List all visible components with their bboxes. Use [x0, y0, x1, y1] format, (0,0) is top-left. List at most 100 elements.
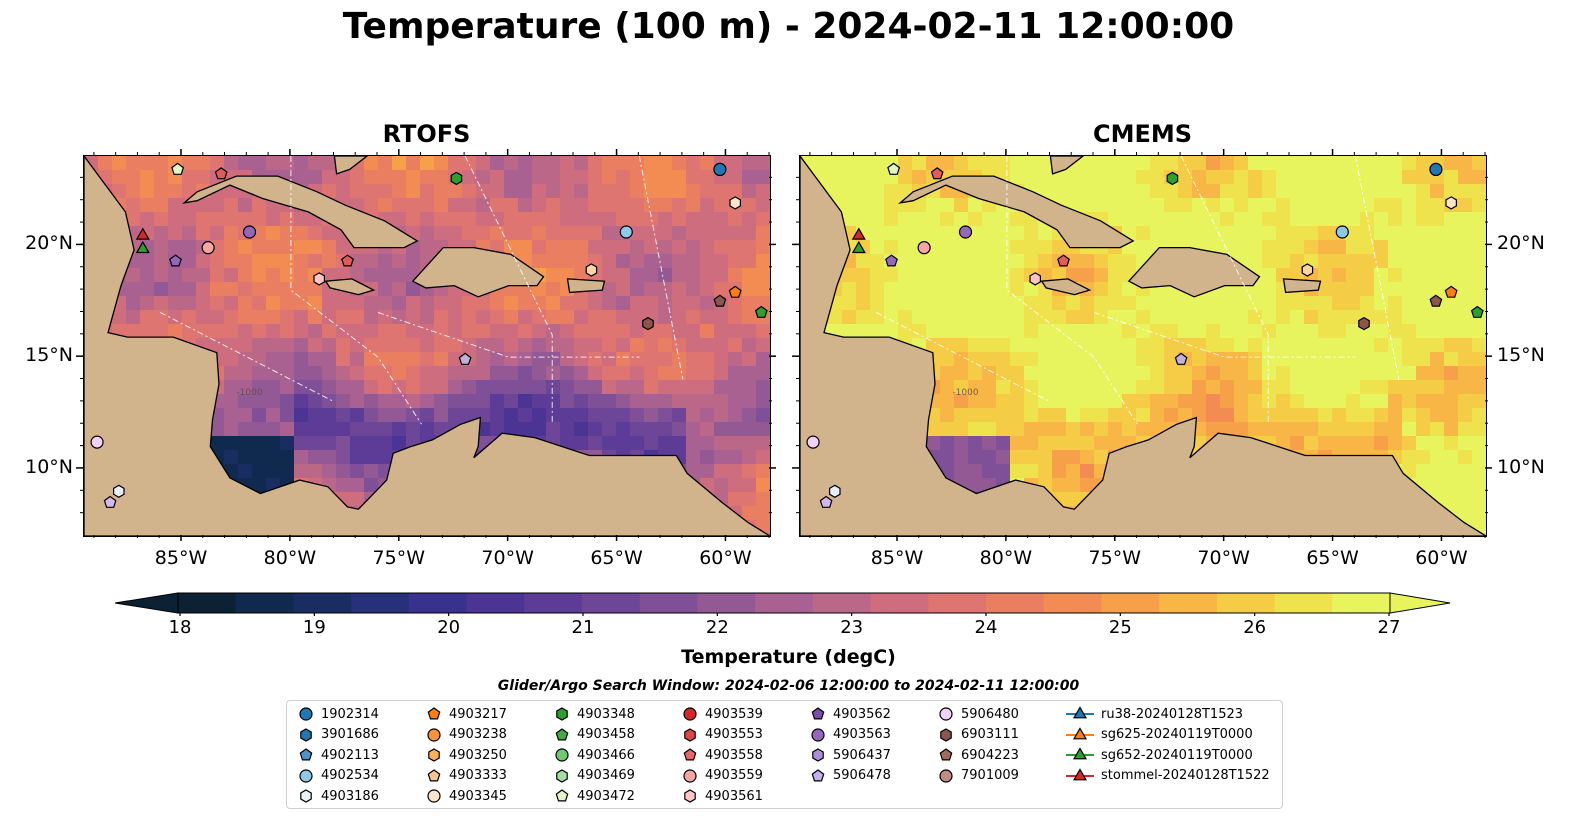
float-marker[interactable] [806, 435, 820, 449]
axis-tick-label: 70°W [1197, 547, 1250, 569]
legend-shape[interactable] [427, 707, 441, 720]
float-marker[interactable] [169, 254, 182, 267]
legend-shape[interactable] [683, 769, 697, 783]
float-marker[interactable] [851, 240, 866, 254]
colorbar-segment [639, 593, 699, 613]
legend-triangle[interactable] [1072, 747, 1088, 760]
legend-triangle[interactable] [1072, 768, 1088, 781]
map-panel-rtofs[interactable]: -1000 [83, 155, 771, 537]
colorbar-segment [466, 593, 525, 613]
legend-shape[interactable] [299, 707, 313, 721]
map-panel-cmems[interactable]: -1000 [799, 155, 1487, 537]
legend-label: stommel-20240128T1522 [1101, 768, 1270, 784]
float-marker[interactable] [90, 435, 104, 449]
float-marker[interactable] [713, 294, 727, 307]
float-marker[interactable] [1057, 254, 1070, 267]
float-marker[interactable] [201, 241, 215, 255]
float-marker[interactable] [1470, 305, 1484, 318]
legend-shape[interactable] [427, 789, 441, 803]
float-marker[interactable] [851, 227, 866, 240]
legend-marker [428, 748, 440, 762]
float-marker[interactable] [754, 305, 768, 318]
float-marker[interactable] [958, 225, 973, 239]
float-marker[interactable] [1445, 196, 1458, 210]
legend-label: 5906478 [833, 768, 891, 784]
colorbar-segment [178, 593, 237, 613]
float-marker[interactable] [458, 352, 472, 365]
axis-tick-label: 75°W [1088, 547, 1141, 569]
float-marker[interactable] [819, 495, 833, 508]
float-marker[interactable] [729, 196, 742, 210]
float-marker[interactable] [829, 484, 841, 498]
legend-shape[interactable] [683, 707, 697, 721]
legend-shape[interactable] [428, 748, 440, 762]
land-jamaica [324, 278, 376, 296]
legend-label: 4903562 [833, 706, 891, 722]
float-marker[interactable] [642, 316, 654, 331]
float-marker[interactable] [885, 254, 898, 267]
float-marker[interactable] [242, 225, 257, 239]
legend-marker [683, 769, 697, 783]
legend-shape[interactable] [427, 727, 441, 742]
legend-shape[interactable] [811, 707, 825, 720]
float-marker[interactable] [135, 240, 150, 254]
legend-triangle[interactable] [1072, 706, 1088, 719]
float-marker[interactable] [1444, 285, 1458, 298]
float-marker[interactable] [1429, 294, 1443, 307]
colorbar-extend-low [115, 592, 179, 614]
legend-shape[interactable] [299, 748, 313, 761]
legend-shape[interactable] [300, 789, 312, 804]
float-marker[interactable] [450, 171, 463, 186]
float-marker[interactable] [341, 254, 354, 267]
legend-shape[interactable] [683, 748, 697, 761]
legend-shape[interactable] [939, 707, 953, 721]
legend-shape[interactable] [811, 769, 825, 782]
float-marker[interactable] [1166, 171, 1179, 186]
legend-item: 4903458 [553, 725, 635, 745]
float-marker[interactable] [1429, 162, 1443, 177]
float-marker[interactable] [1029, 272, 1041, 286]
legend-shape[interactable] [812, 748, 824, 762]
float-marker[interactable] [135, 227, 150, 240]
float-marker[interactable] [171, 162, 185, 175]
float-marker[interactable] [113, 484, 125, 498]
colorbar-extend-high [1389, 592, 1451, 614]
float-marker[interactable] [313, 272, 325, 286]
legend-shape[interactable] [300, 727, 312, 742]
float-marker[interactable] [728, 285, 742, 298]
float-marker[interactable] [917, 241, 931, 255]
float-marker[interactable] [1301, 263, 1314, 277]
float-marker[interactable] [214, 167, 228, 180]
legend-shape[interactable] [684, 727, 696, 742]
float-marker[interactable] [887, 162, 901, 175]
float-marker[interactable] [585, 263, 598, 277]
float-marker[interactable] [1174, 352, 1188, 365]
legend-marker [683, 707, 697, 721]
legend-shape[interactable] [940, 727, 952, 742]
legend-shape[interactable] [555, 789, 569, 802]
legend-shape[interactable] [299, 769, 313, 783]
float-marker[interactable] [930, 167, 944, 180]
float-marker[interactable] [103, 495, 117, 508]
legend-shape[interactable] [556, 707, 568, 721]
axis-tick-label: 80°W [263, 547, 317, 569]
float-marker[interactable] [713, 162, 727, 177]
legend-item: stommel-20240128T1522 [1065, 766, 1270, 786]
land-jamaica [1040, 278, 1092, 296]
legend-shape[interactable] [811, 727, 825, 742]
legend-shape[interactable] [427, 769, 441, 782]
legend-shape[interactable] [939, 748, 953, 761]
float-marker[interactable] [1335, 225, 1349, 239]
legend-shape[interactable] [555, 727, 569, 741]
legend-shape[interactable] [556, 769, 568, 783]
float-marker[interactable] [1358, 316, 1370, 331]
legend-triangle[interactable] [1072, 726, 1088, 739]
legend-shape[interactable] [555, 748, 569, 762]
colorbar-segment [351, 593, 410, 613]
legend-label: 4903559 [705, 768, 763, 784]
legend-shape[interactable] [684, 789, 696, 804]
legend-label: 4902534 [321, 768, 379, 784]
float-marker[interactable] [619, 225, 633, 239]
land-hispaniola [411, 246, 545, 298]
legend-shape[interactable] [939, 769, 953, 783]
